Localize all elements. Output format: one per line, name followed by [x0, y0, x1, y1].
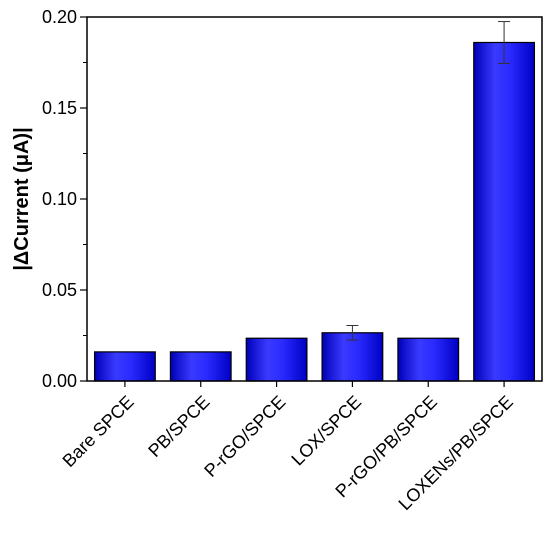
y-tick-label-2: 0.10: [42, 189, 77, 209]
x-tick-label-1: PB/SPCE: [144, 392, 213, 461]
bars-group: [93, 41, 536, 382]
y-axis: 0.00 0.05 0.10 0.15 0.20: [42, 7, 87, 391]
x-tick-label-3: LOX/SPCE: [287, 392, 365, 470]
y-tick-label-4: 0.20: [42, 7, 77, 27]
y-tick-label-0: 0.00: [42, 371, 77, 391]
bar-2: [245, 337, 308, 382]
bar-3: [321, 332, 384, 382]
y-axis-title: |ΔCurrent (μA)|: [11, 127, 33, 270]
y-tick-label-1: 0.05: [42, 280, 77, 300]
bar-1: [169, 351, 232, 382]
x-axis: Bare SPCE PB/SPCEP-rGO/SPCELOX/SPCEP-rGO/…: [59, 381, 517, 514]
y-tick-label-3: 0.15: [42, 98, 77, 118]
bar-5: [473, 41, 536, 382]
bar-0: [93, 351, 156, 382]
x-tick-label-2: P-rGO/SPCE: [200, 392, 289, 481]
x-tick-label-0: Bare SPCE: [59, 392, 138, 471]
error-bars-group: [346, 21, 511, 341]
bar-4: [397, 337, 460, 382]
